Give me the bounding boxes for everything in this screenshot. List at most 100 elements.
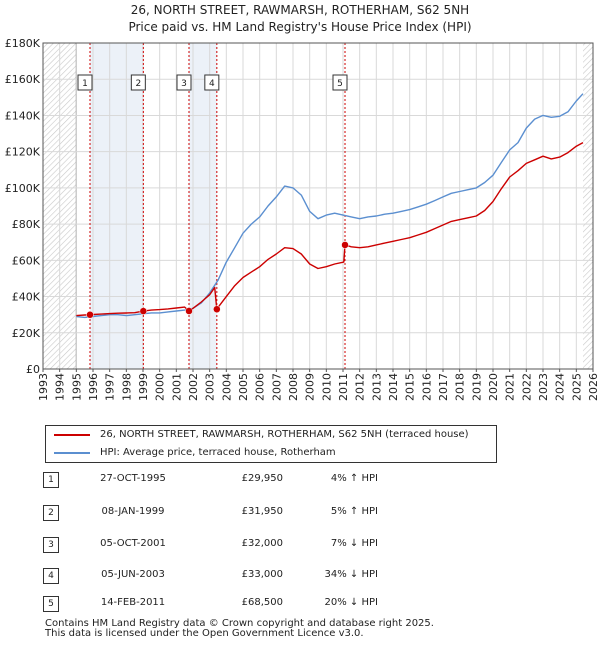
sale-date: 27-OCT-1995: [100, 473, 166, 484]
sale-point: [213, 305, 221, 313]
sale-price: £31,950: [241, 506, 283, 517]
plot-frame: [42, 42, 594, 370]
sale-date: 08-JAN-1999: [101, 506, 165, 517]
x-tick-label: 2006: [254, 373, 267, 401]
sale-point: [139, 307, 148, 315]
price-chart: 1 2 3 4 5 £0 £20K £40K £60K £80K £100K £120K £140K £…: [5, 37, 600, 401]
x-tick-label: 1993: [37, 373, 50, 401]
sale-number-badge: 4: [43, 568, 59, 584]
sale-price: £68,500: [241, 597, 283, 608]
sale-badge-box: [130, 74, 146, 91]
sale-badge-marker: 5: [332, 74, 348, 91]
sale-hpi-diff: 7% ↓ HPI: [330, 538, 378, 549]
footer-line1: Contains HM Land Registry data © Crown c…: [45, 618, 434, 629]
legend-item-property: 26, NORTH STREET, RAWMARSH, ROTHERHAM, S…: [46, 426, 496, 444]
sale-date: 05-OCT-2001: [100, 538, 166, 549]
sale-price: £33,000: [241, 569, 283, 580]
y-tick-label: £160K: [5, 73, 41, 86]
sale-point: [185, 307, 193, 315]
sale-badge-label: 1: [82, 79, 88, 89]
sale-period-band: [189, 43, 217, 369]
x-tick-label: 2017: [437, 373, 450, 401]
x-tick-label: 2009: [304, 373, 317, 401]
footer-attribution: Contains HM Land Registry data © Crown c…: [45, 619, 434, 639]
sale-hpi-diff: 4% ↑ HPI: [330, 473, 378, 484]
y-tick-label: £140K: [5, 109, 41, 122]
sale-date: 14-FEB-2011: [100, 597, 166, 608]
chart-title: 26, NORTH STREET, RAWMARSH, ROTHERHAM, S…: [0, 2, 600, 36]
property-series-line: [76, 141, 584, 317]
sale-row: 2 08-JAN-1999 £31,950 5% ↑ HPI: [43, 505, 463, 523]
y-tick-label: £20K: [12, 327, 41, 340]
sale-badge-box: [176, 74, 192, 91]
legend-swatch-hpi: [54, 452, 90, 454]
sale-hpi-diff: 34% ↓ HPI: [324, 569, 378, 580]
y-tick-label: £100K: [5, 182, 41, 195]
y-tick-label: £0: [26, 363, 40, 376]
sale-date: 05-JUN-2003: [101, 569, 165, 580]
y-tick-label: £80K: [12, 218, 41, 231]
x-tick-label: 1999: [137, 373, 150, 401]
chart-title-line1: 26, NORTH STREET, RAWMARSH, ROTHERHAM, S…: [130, 3, 470, 17]
sale-badge-marker: 4: [204, 74, 220, 91]
legend-label-property: 26, NORTH STREET, RAWMARSH, ROTHERHAM, S…: [100, 429, 469, 440]
x-tick-label: 2007: [270, 373, 283, 401]
x-tick-label: 2003: [204, 373, 217, 401]
legend-swatch-property: [54, 434, 90, 436]
no-data-region-right: [583, 43, 593, 369]
sale-row: 1 27-OCT-1995 £29,950 4% ↑ HPI: [43, 472, 463, 490]
x-tick-label: 2008: [287, 373, 300, 401]
x-tick-label: 2019: [470, 373, 483, 401]
x-tick-label: 2023: [537, 373, 550, 401]
sale-number-badge: 3: [43, 537, 59, 553]
sale-number-badge: 2: [43, 505, 59, 521]
chart-title-line2: Price paid vs. HM Land Registry's House …: [128, 20, 472, 34]
sale-price: £32,000: [241, 538, 283, 549]
x-tick-label: 2005: [237, 373, 250, 401]
x-tick-label: 2000: [154, 373, 167, 401]
x-tick-label: 1997: [104, 373, 117, 401]
sale-badge-marker: 3: [176, 74, 192, 91]
x-tick-label: 2014: [387, 373, 400, 401]
y-tick-label: £40K: [12, 291, 41, 304]
hpi-series-line: [76, 93, 584, 319]
sale-hpi-diff: 20% ↓ HPI: [324, 597, 378, 608]
x-tick-label: 2015: [404, 373, 417, 401]
sale-badge-marker: 1: [77, 74, 93, 91]
sale-hpi-diff: 5% ↑ HPI: [330, 506, 378, 517]
sale-badge-label: 3: [181, 79, 187, 89]
sale-number-badge: 1: [43, 472, 59, 488]
sale-row: 5 14-FEB-2011 £68,500 20% ↓ HPI: [43, 596, 463, 614]
sale-badge-box: [332, 74, 348, 91]
sale-point: [341, 241, 349, 249]
sale-period-band: [90, 43, 144, 369]
sale-row: 4 05-JUN-2003 £33,000 34% ↓ HPI: [43, 568, 463, 586]
x-tick-label: 1998: [120, 373, 133, 401]
x-tick-label: 2004: [220, 373, 233, 401]
sale-badge-box: [204, 74, 220, 91]
x-tick-label: 1996: [87, 373, 100, 401]
x-tick-label: 2021: [504, 373, 517, 401]
sale-badge-box: [77, 74, 93, 91]
x-tick-label: 2022: [520, 373, 533, 401]
chart-legend: 26, NORTH STREET, RAWMARSH, ROTHERHAM, S…: [45, 425, 497, 463]
y-tick-label: £60K: [12, 254, 41, 267]
legend-item-hpi: HPI: Average price, terraced house, Roth…: [46, 444, 496, 462]
x-tick-label: 2025: [570, 373, 583, 401]
y-tick-label: £120K: [5, 146, 41, 159]
x-tick-label: 2002: [187, 373, 200, 401]
y-tick-label: £180K: [5, 37, 41, 50]
x-tick-label: 2020: [487, 373, 500, 401]
sale-number-badge: 5: [43, 596, 59, 612]
x-tick-label: 2011: [337, 373, 350, 401]
x-tick-label: 2024: [554, 373, 567, 401]
legend-label-hpi: HPI: Average price, terraced house, Roth…: [100, 447, 336, 458]
x-tick-label: 2016: [420, 373, 433, 401]
sale-price: £29,950: [241, 473, 283, 484]
x-tick-label: 2018: [454, 373, 467, 401]
sale-badge-label: 2: [135, 79, 141, 89]
sale-point: [86, 311, 94, 319]
sale-badge-label: 4: [209, 79, 215, 89]
sale-badge-marker: 2: [130, 74, 146, 91]
x-tick-label: 2013: [370, 373, 383, 401]
